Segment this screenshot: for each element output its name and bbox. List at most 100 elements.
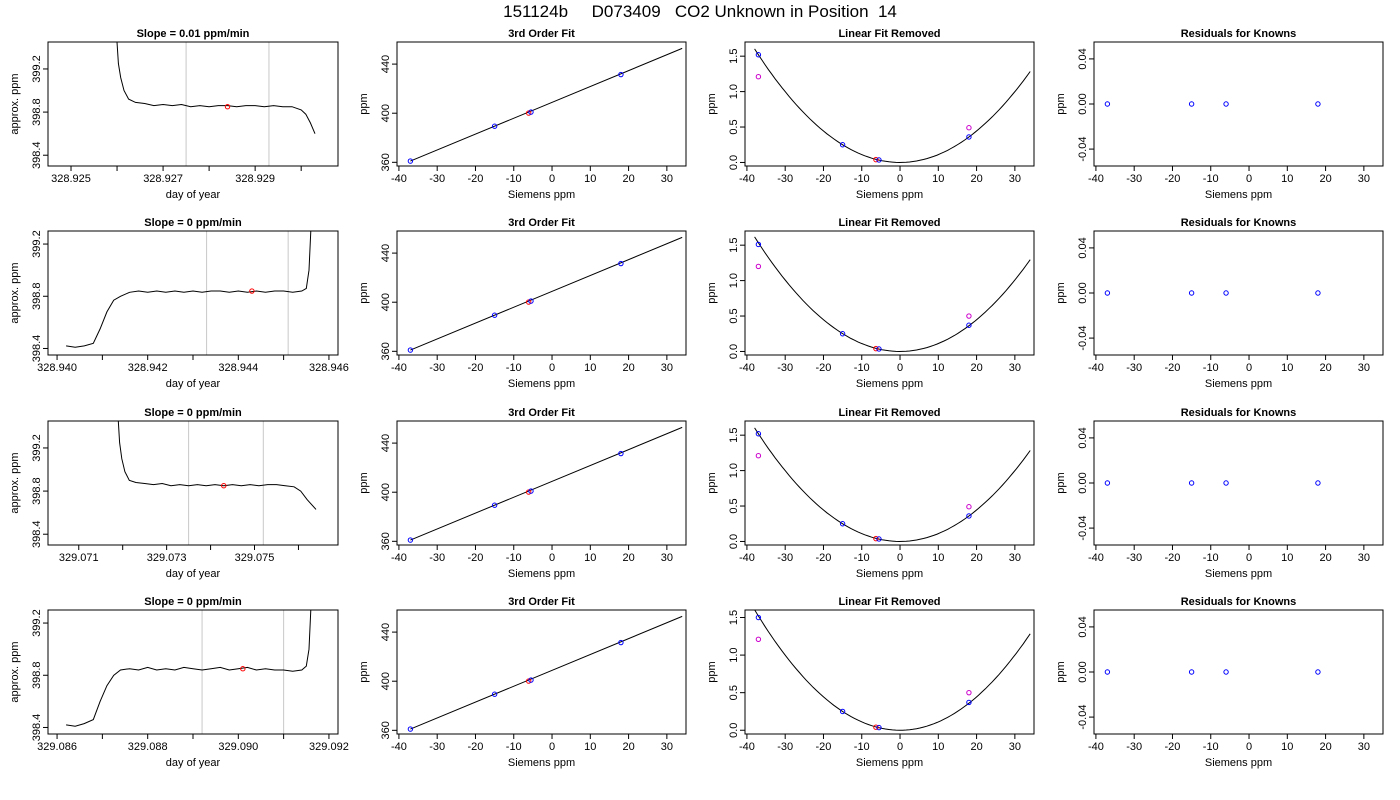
y-tick-label: 440 [380, 244, 392, 262]
data-point [1223, 669, 1229, 675]
x-tick-label: 329.075 [235, 552, 275, 564]
y-axis-label: ppm [1055, 93, 1067, 114]
x-axis-label: Siemens ppm [508, 189, 575, 201]
x-tick-label: 329.073 [147, 552, 187, 564]
data-point [618, 450, 624, 457]
x-tick-label: 30 [1009, 173, 1021, 185]
plot-frame [744, 230, 1035, 356]
panel-title: 3rd Order Fit [508, 407, 575, 419]
x-tick-label: 0 [897, 552, 903, 564]
x-tick-label: 328.927 [143, 173, 183, 185]
y-tick-label: 1.5 [728, 428, 740, 443]
x-tick-label: 328.929 [235, 173, 275, 185]
fit-line [410, 47, 683, 162]
y-tick-label: 0.04 [1077, 427, 1089, 448]
data-point [839, 521, 846, 527]
plot-frame [396, 609, 687, 735]
x-tick-label: -10 [506, 362, 522, 374]
panel-title: Linear Fit Removed [838, 407, 940, 419]
panel-title: Linear Fit Removed [838, 28, 940, 40]
panel-title: 3rd Order Fit [508, 28, 575, 40]
x-tick-label: -40 [1088, 173, 1104, 185]
x-tick-label: -30 [429, 741, 445, 753]
panel-3-1: Slope = 0 ppm/min 329.071 329.073 329.075 39… [9, 407, 339, 580]
x-tick-label: 30 [1358, 741, 1370, 753]
data-point [966, 504, 972, 510]
data-point [839, 331, 846, 337]
data-point [528, 109, 534, 115]
x-tick-label: -30 [429, 362, 445, 374]
panel-title: Residuals for Knowns [1181, 217, 1297, 229]
panel-3-2: 3rd Order Fit -40 -30 -20 -10 0 10 20 30 360 400 44… [358, 407, 687, 580]
x-tick-label: 30 [661, 362, 673, 374]
series-line [66, 610, 312, 727]
x-tick-label: 329.088 [128, 741, 168, 753]
y-tick-label: 399.2 [31, 230, 43, 258]
x-tick-label: -30 [1126, 741, 1142, 753]
plot-frame [396, 230, 687, 356]
x-axis-label: day of year [166, 189, 221, 201]
x-tick-label: -30 [429, 173, 445, 185]
y-axis-label: ppm [706, 282, 718, 303]
series-line [66, 231, 312, 348]
y-tick-label: 398.4 [31, 335, 43, 363]
panel-1-4: Residuals for Knowns -40 -30 -20 -10 0 10 20 30 -… [1055, 28, 1384, 201]
x-tick-label: 328.946 [309, 362, 349, 374]
x-tick-label: 10 [1281, 362, 1293, 374]
x-tick-label: 30 [661, 173, 673, 185]
x-tick-label: -20 [1165, 173, 1181, 185]
x-tick-label: -30 [429, 552, 445, 564]
x-tick-label: 329.071 [59, 552, 99, 564]
plot-frame [1093, 609, 1384, 735]
plot-area [754, 48, 1031, 164]
y-axis-label: ppm [1055, 282, 1067, 303]
x-axis-label: Siemens ppm [508, 378, 575, 390]
x-tick-label: 10 [1281, 741, 1293, 753]
x-tick-label: 20 [1319, 552, 1331, 564]
data-point [407, 726, 414, 732]
x-tick-label: 329.090 [218, 741, 258, 753]
x-axis-label: Siemens ppm [1205, 378, 1272, 390]
plot-area [410, 236, 683, 351]
x-tick-label: 30 [1358, 173, 1370, 185]
x-tick-label: -10 [854, 552, 870, 564]
y-tick-label: 440 [380, 55, 392, 73]
data-point [1223, 480, 1229, 486]
plot-area [754, 236, 1031, 353]
plot-frame [47, 41, 339, 167]
x-tick-label: -40 [391, 552, 407, 564]
data-point [966, 134, 972, 140]
plot-frame [1093, 41, 1384, 167]
plot-frame [744, 41, 1035, 167]
data-point [755, 263, 762, 270]
x-tick-label: -20 [468, 362, 484, 374]
x-axis-label: Siemens ppm [1205, 568, 1272, 580]
x-axis-label: day of year [166, 568, 221, 580]
x-tick-label: 10 [1281, 173, 1293, 185]
x-tick-label: -40 [1088, 552, 1104, 564]
data-point [1104, 669, 1111, 675]
x-tick-label: 0 [549, 173, 555, 185]
x-tick-label: -40 [739, 552, 755, 564]
x-tick-label: -40 [391, 362, 407, 374]
data-point [873, 156, 879, 163]
panel-4-2: 3rd Order Fit -40 -30 -20 -10 0 10 20 30 360 400 44… [358, 596, 687, 769]
y-tick-label: 400 [380, 104, 392, 122]
data-point [873, 535, 879, 542]
data-point [839, 708, 846, 715]
x-tick-label: 0 [1246, 552, 1252, 564]
y-tick-label: 0.5 [728, 119, 740, 134]
x-tick-label: -10 [854, 173, 870, 185]
panel-1-1: Slope = 0.01 ppm/min 328.925 328.927 328.92… [9, 28, 339, 201]
fit-curve [754, 48, 1031, 164]
y-tick-label: 400 [380, 672, 392, 690]
x-tick-label: 20 [970, 552, 982, 564]
x-tick-label: -10 [1203, 173, 1219, 185]
x-tick-label: -10 [854, 362, 870, 374]
panel-2-3: Linear Fit Removed -40 -30 -20 -10 0 10 20 30 0.0… [706, 217, 1035, 390]
x-tick-label: 10 [932, 552, 944, 564]
x-tick-label: 10 [932, 362, 944, 374]
x-tick-label: -10 [506, 741, 522, 753]
x-tick-label: -40 [739, 173, 755, 185]
